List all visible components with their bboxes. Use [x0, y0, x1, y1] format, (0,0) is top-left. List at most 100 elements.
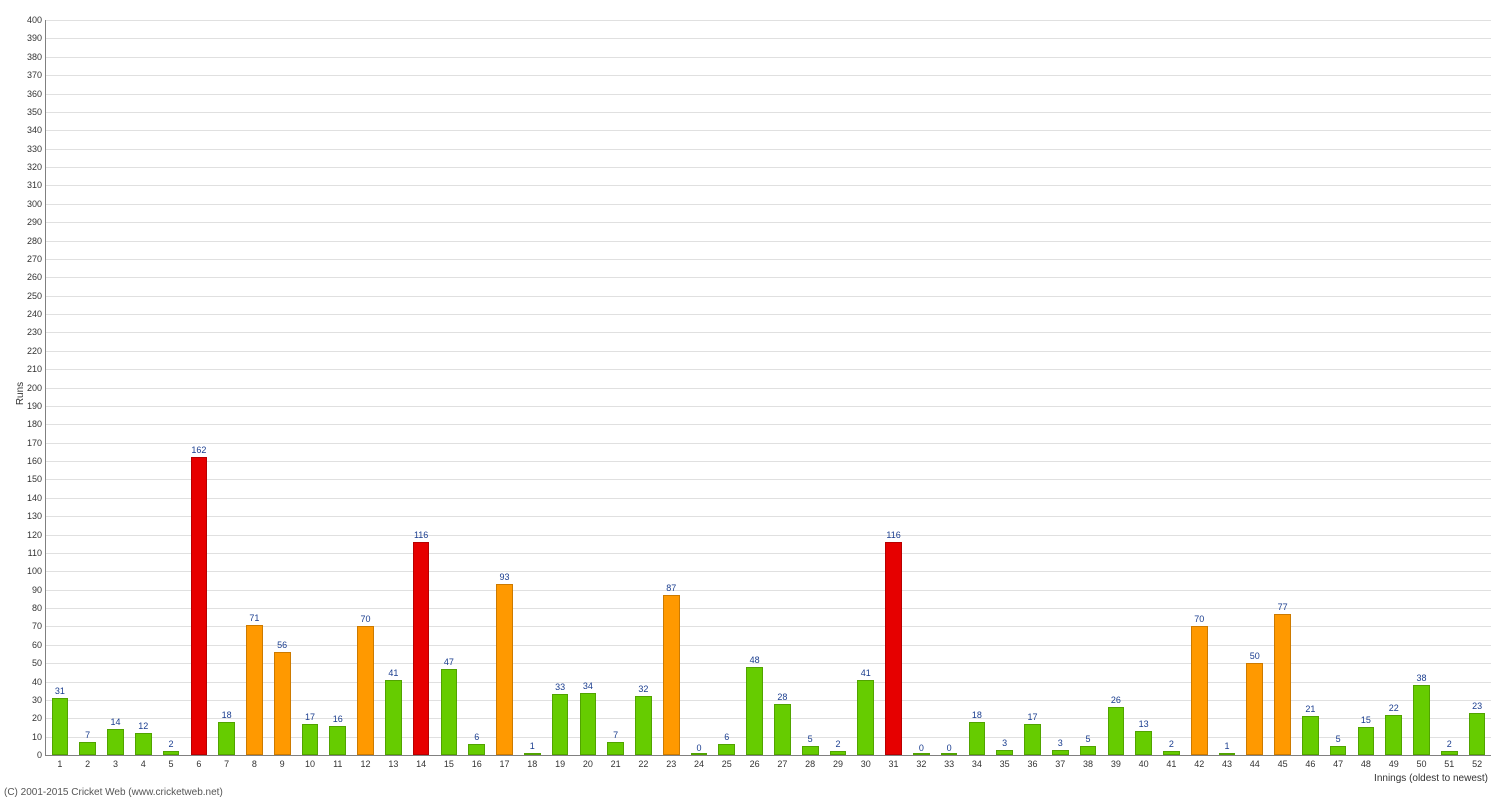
ytick-label: 50: [32, 658, 46, 668]
bar: [357, 626, 374, 755]
bar-value-label: 48: [750, 655, 760, 665]
bar: [496, 584, 513, 755]
xtick-label: 33: [944, 755, 954, 769]
bar: [79, 742, 96, 755]
bar-value-label: 31: [55, 686, 65, 696]
gridline: [46, 204, 1491, 205]
ytick-label: 350: [27, 107, 46, 117]
gridline: [46, 351, 1491, 352]
ytick-label: 290: [27, 217, 46, 227]
ytick-label: 150: [27, 474, 46, 484]
xtick-label: 28: [805, 755, 815, 769]
bar: [969, 722, 986, 755]
bar: [746, 667, 763, 755]
bar-value-label: 116: [886, 530, 900, 540]
bar: [329, 726, 346, 755]
xtick-label: 29: [833, 755, 843, 769]
bar-value-label: 1: [1224, 741, 1229, 751]
bar: [663, 595, 680, 755]
xtick-label: 9: [280, 755, 285, 769]
bar-value-label: 12: [138, 721, 148, 731]
xtick-label: 25: [722, 755, 732, 769]
bar-value-label: 18: [972, 710, 982, 720]
bar-value-label: 0: [947, 743, 952, 753]
ytick-label: 180: [27, 419, 46, 429]
xtick-label: 37: [1055, 755, 1065, 769]
gridline: [46, 369, 1491, 370]
bar: [1385, 715, 1402, 755]
ytick-label: 20: [32, 713, 46, 723]
x-axis-label: Innings (oldest to newest): [1374, 773, 1488, 784]
xtick-label: 40: [1139, 755, 1149, 769]
bar: [468, 744, 485, 755]
gridline: [46, 185, 1491, 186]
ytick-label: 370: [27, 70, 46, 80]
gridline: [46, 75, 1491, 76]
bar-value-label: 116: [414, 530, 428, 540]
bar: [52, 698, 69, 755]
xtick-label: 41: [1166, 755, 1176, 769]
xtick-label: 49: [1389, 755, 1399, 769]
ytick-label: 0: [37, 750, 46, 760]
xtick-label: 45: [1278, 755, 1288, 769]
bar: [218, 722, 235, 755]
bar: [1024, 724, 1041, 755]
xtick-label: 36: [1027, 755, 1037, 769]
xtick-label: 3: [113, 755, 118, 769]
bar: [191, 457, 208, 755]
bar: [274, 652, 291, 755]
xtick-label: 39: [1111, 755, 1121, 769]
bar-value-label: 6: [474, 732, 479, 742]
gridline: [46, 149, 1491, 150]
ytick-label: 210: [27, 364, 46, 374]
bar-value-label: 41: [388, 668, 398, 678]
ytick-label: 10: [32, 732, 46, 742]
xtick-label: 11: [333, 755, 342, 769]
ytick-label: 70: [32, 621, 46, 631]
xtick-label: 27: [777, 755, 787, 769]
xtick-label: 44: [1250, 755, 1260, 769]
bar: [580, 693, 597, 755]
runs-bar-chart: 0102030405060708090100110120130140150160…: [0, 0, 1500, 800]
bar-value-label: 23: [1472, 701, 1482, 711]
gridline: [46, 167, 1491, 168]
ytick-label: 230: [27, 327, 46, 337]
ytick-label: 160: [27, 456, 46, 466]
ytick-label: 60: [32, 640, 46, 650]
xtick-label: 13: [388, 755, 398, 769]
gridline: [46, 332, 1491, 333]
bar: [635, 696, 652, 755]
ytick-label: 110: [28, 548, 46, 558]
xtick-label: 47: [1333, 755, 1343, 769]
gridline: [46, 94, 1491, 95]
xtick-label: 48: [1361, 755, 1371, 769]
bar-value-label: 15: [1361, 715, 1371, 725]
ytick-label: 100: [27, 566, 46, 576]
gridline: [46, 406, 1491, 407]
xtick-label: 52: [1472, 755, 1482, 769]
ytick-label: 190: [27, 401, 46, 411]
bar-value-label: 3: [1002, 738, 1007, 748]
bar-value-label: 56: [277, 640, 287, 650]
xtick-label: 32: [916, 755, 926, 769]
ytick-label: 200: [27, 383, 46, 393]
bar: [1246, 663, 1263, 755]
ytick-label: 380: [27, 52, 46, 62]
bar-value-label: 41: [861, 668, 871, 678]
bar-value-label: 162: [191, 445, 206, 455]
bar-value-label: 50: [1250, 651, 1260, 661]
ytick-label: 220: [27, 346, 46, 356]
xtick-label: 18: [527, 755, 537, 769]
gridline: [46, 590, 1491, 591]
bar: [246, 625, 263, 755]
bar: [802, 746, 819, 755]
gridline: [46, 479, 1491, 480]
ytick-label: 80: [32, 603, 46, 613]
bar-value-label: 33: [555, 682, 565, 692]
gridline: [46, 388, 1491, 389]
bar: [774, 704, 791, 755]
gridline: [46, 130, 1491, 131]
ytick-label: 390: [27, 33, 46, 43]
bar-value-label: 16: [333, 714, 343, 724]
y-axis-label: Runs: [15, 381, 26, 404]
